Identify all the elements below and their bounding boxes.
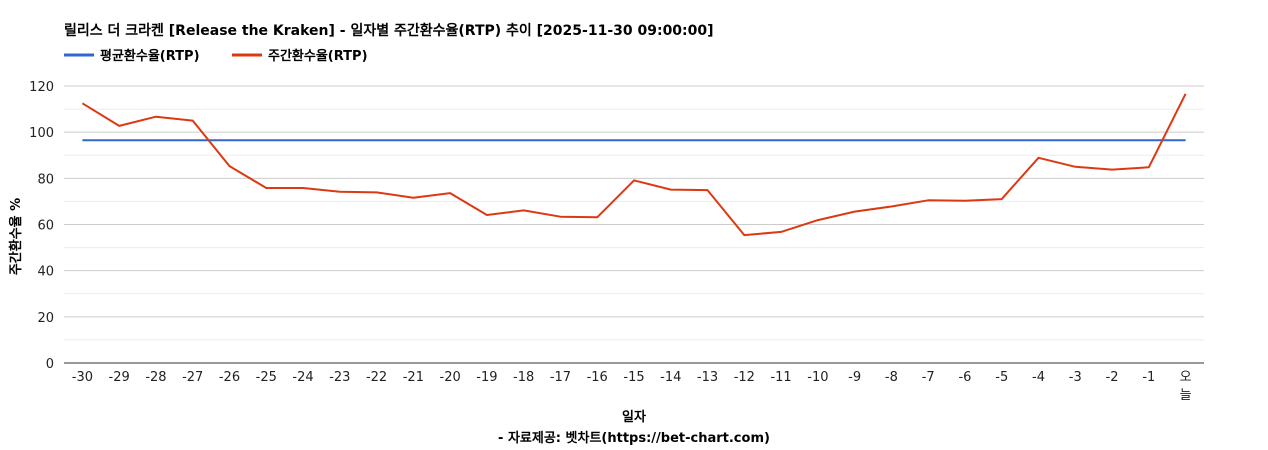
x-tick-label: 오 — [1180, 370, 1192, 385]
x-tick-label: -29 — [109, 370, 130, 385]
x-tick-label: -30 — [72, 370, 93, 385]
y-tick-label: 80 — [37, 172, 54, 187]
y-axis-ticks: 0 20 40 60 80 100 120 — [29, 80, 54, 372]
x-tick-label: -28 — [145, 370, 166, 385]
y-tick-label: 0 — [46, 357, 54, 372]
x-tick-label: -19 — [476, 370, 497, 385]
x-tick-label: -13 — [697, 370, 718, 385]
x-tick-label: -23 — [329, 370, 350, 385]
y-tick-label: 60 — [37, 219, 54, 234]
x-tick-label: -14 — [660, 370, 681, 385]
y-tick-label: 20 — [37, 311, 54, 326]
x-tick-label: -10 — [807, 370, 828, 385]
x-axis-ticks: -30 -29 -28 -27 -26 -25 -24 -23 -22 -21 -20 -19 -18 -… — [72, 370, 1192, 403]
x-tick-label: -24 — [292, 370, 313, 385]
y-axis-title: 주간환수율 % — [8, 198, 24, 275]
x-tick-label: -7 — [922, 370, 935, 385]
series-lines — [81, 93, 1187, 237]
x-tick-label: -20 — [440, 370, 461, 385]
x-tick-label: -9 — [848, 370, 861, 385]
x-tick-label: -3 — [1069, 370, 1082, 385]
x-tick-label: -6 — [958, 370, 971, 385]
legend: 평균환수율(RTP) 주간환수율(RTP) — [64, 48, 368, 64]
x-tick-label: -25 — [256, 370, 277, 385]
legend-label-average: 평균환수율(RTP) — [100, 48, 200, 64]
x-tick-label: -2 — [1106, 370, 1119, 385]
y-tick-label: 40 — [37, 265, 54, 280]
x-tick-label: 늘 — [1180, 388, 1192, 403]
x-tick-label: -12 — [734, 370, 755, 385]
x-axis-title: 일자 — [622, 410, 646, 425]
x-tick-label: -17 — [550, 370, 571, 385]
series-line-weekly-rtp — [81, 93, 1187, 237]
x-tick-label: -21 — [403, 370, 424, 385]
gridlines — [64, 85, 1204, 341]
x-tick-label: -11 — [770, 370, 791, 385]
y-tick-label: 120 — [29, 80, 54, 95]
x-tick-label: -26 — [219, 370, 240, 385]
x-tick-label: -8 — [885, 370, 898, 385]
data-source-credit: - 자료제공: 벳차트(https://bet-chart.com) — [498, 430, 770, 446]
x-tick-label: -16 — [587, 370, 608, 385]
x-tick-label: -27 — [182, 370, 203, 385]
x-tick-label: -1 — [1142, 370, 1155, 385]
x-tick-label: -18 — [513, 370, 534, 385]
legend-label-weekly: 주간환수율(RTP) — [268, 48, 368, 64]
chart-title: 릴리스 더 크라켄 [Release the Kraken] - 일자별 주간환… — [64, 22, 714, 39]
x-tick-label: -22 — [366, 370, 387, 385]
x-tick-label: -15 — [623, 370, 644, 385]
x-tick-label: -4 — [1032, 370, 1045, 385]
y-tick-label: 100 — [29, 126, 54, 141]
x-tick-label: -5 — [995, 370, 1008, 385]
